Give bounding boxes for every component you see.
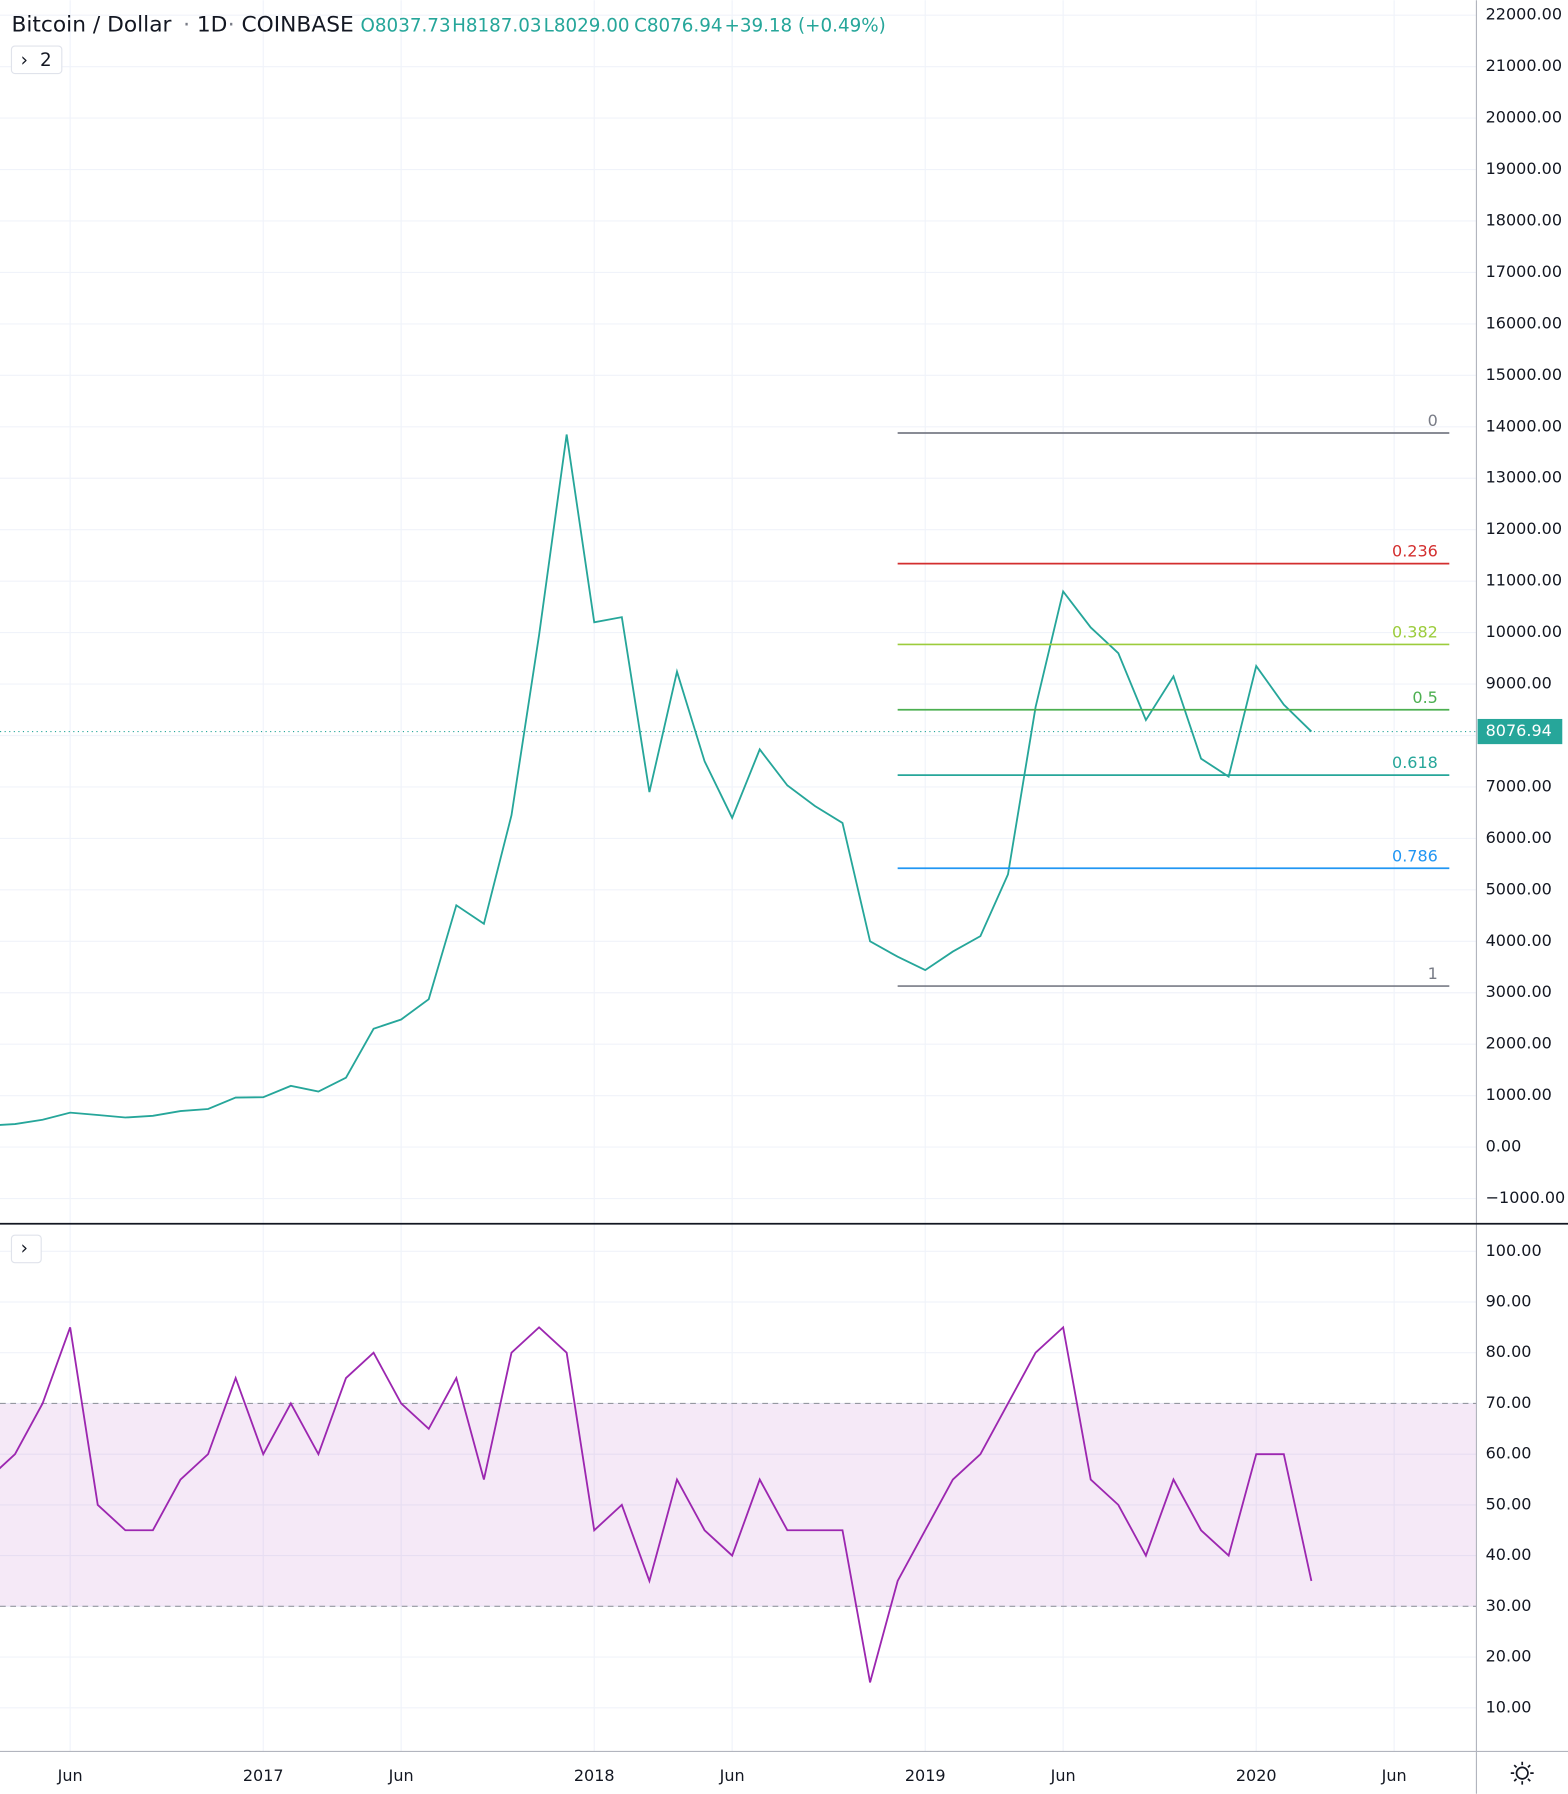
gear-teeth	[1510, 1761, 1534, 1785]
ohlc-low: L8029.00	[544, 16, 630, 37]
y-tick-label: 100.00	[1486, 1241, 1542, 1260]
ohlc-close: C8076.94	[634, 16, 722, 37]
y-tick-label: 50.00	[1486, 1494, 1532, 1513]
grid	[0, 0, 1477, 1752]
y-tick-label: 18000.00	[1486, 210, 1562, 229]
y-tick-label: 5000.00	[1486, 879, 1552, 898]
separator-dot: ·	[228, 12, 235, 37]
y-tick-label: 7000.00	[1486, 776, 1552, 795]
y-tick-label: 22000.00	[1486, 5, 1562, 24]
fib-label: 1	[1428, 964, 1438, 983]
y-tick-label: 11000.00	[1486, 571, 1562, 590]
symbol-title: Bitcoin / Dollar	[11, 12, 171, 37]
settings-button[interactable]	[1510, 1761, 1534, 1785]
x-tick-label: Jun	[1381, 1766, 1407, 1785]
y-tick-label: 6000.00	[1486, 828, 1552, 847]
x-tick-label: 2017	[243, 1766, 284, 1785]
header: Bitcoin / Dollar · 1D · COINBASE O8037.7…	[10, 12, 886, 1264]
y-tick-label: 21000.00	[1486, 56, 1562, 75]
gear	[1515, 1766, 1529, 1780]
last-price-tag	[1477, 718, 1563, 745]
price-pane: 0 0.236 0.382 0.5 0.618 0.786 1	[0, 411, 1477, 1126]
rsi-toggle[interactable]	[10, 1234, 42, 1264]
rsi-pane	[0, 1325, 1477, 1683]
exchange: COINBASE	[241, 12, 353, 37]
fib-label: 0.618	[1392, 753, 1438, 772]
ohlc-open: O8037.73	[361, 16, 451, 37]
x-tick-label: 2020	[1236, 1766, 1277, 1785]
chevron: ›	[21, 50, 28, 71]
y-tick-label: 9000.00	[1486, 674, 1552, 693]
x-tick-label: Jun	[719, 1766, 745, 1785]
chevron: ›	[21, 1238, 28, 1259]
y-tick-label: 13000.00	[1486, 468, 1562, 487]
fib-label: 0	[1428, 411, 1438, 430]
y-tick-label: 40.00	[1486, 1545, 1532, 1564]
series-line	[0, 1325, 1313, 1683]
y-tick-label: 60.00	[1486, 1444, 1532, 1463]
x-tick-label: Jun	[1050, 1766, 1076, 1785]
y-tick-label: 2000.00	[1486, 1034, 1552, 1053]
y-tick-label: 20000.00	[1486, 108, 1562, 127]
fib-label: 0.236	[1392, 542, 1438, 561]
series-line	[0, 434, 1313, 1126]
fib-label: 0.786	[1392, 846, 1438, 865]
y-tick-label: 1000.00	[1486, 1085, 1552, 1104]
x-tick-label: Jun	[57, 1766, 83, 1785]
y-tick-label: 14000.00	[1486, 416, 1562, 435]
interval: 1D	[197, 12, 228, 37]
axes: Jun 2017 Jun 2018 Jun 2019 Jun 2020 Jun 22000.00 2…	[57, 5, 1566, 1785]
y-tick-label: 17000.00	[1486, 262, 1562, 281]
x-tick-label: 2019	[905, 1766, 946, 1785]
indicators-toggle[interactable]	[10, 45, 63, 75]
y-tick-label: 90.00	[1486, 1292, 1532, 1311]
y-tick-label: 0.00	[1486, 1137, 1522, 1156]
rsi-band	[0, 1403, 1477, 1607]
last-price-label: 8076.94	[1486, 721, 1552, 740]
y-tick-label: −1000.00	[1486, 1188, 1566, 1207]
y-tick-label: 12000.00	[1486, 519, 1562, 538]
y-tick-label: 15000.00	[1486, 365, 1562, 384]
y-tick-label: 30.00	[1486, 1596, 1532, 1615]
y-tick-label: 80.00	[1486, 1342, 1532, 1361]
separator-dot: ·	[183, 12, 190, 37]
y-tick-label: 4000.00	[1486, 931, 1552, 950]
y-tick-label: 70.00	[1486, 1393, 1532, 1412]
y-tick-label: 19000.00	[1486, 159, 1562, 178]
y-tick-label: 16000.00	[1486, 313, 1562, 332]
y-tick-label: 10000.00	[1486, 622, 1562, 641]
fib-label: 0.382	[1392, 622, 1438, 641]
ohlc-high: H8187.03	[452, 16, 541, 37]
fib-label: 0.5	[1412, 688, 1437, 707]
y-tick-label: 3000.00	[1486, 982, 1552, 1001]
indicator-count: 2	[40, 50, 52, 71]
y-tick-label: 20.00	[1486, 1647, 1532, 1666]
x-tick-label: 2018	[574, 1766, 615, 1785]
ohlc-change: +39.18 (+0.49%)	[724, 16, 885, 37]
y-tick-label: 10.00	[1486, 1697, 1532, 1716]
x-tick-label: Jun	[388, 1766, 414, 1785]
